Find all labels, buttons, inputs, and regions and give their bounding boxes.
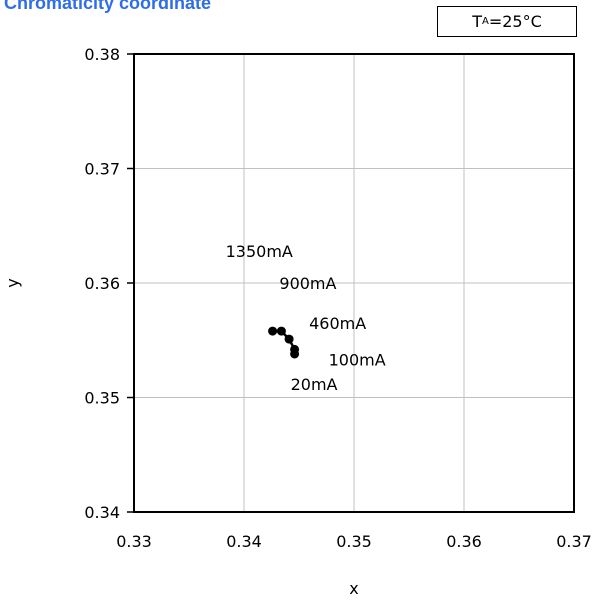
x-tick-label: 0.34 [226,532,262,551]
x-tick-label: 0.33 [116,532,152,551]
chart-title: Chromaticity coordinate [4,0,212,13]
point-label: 900mA [279,274,336,293]
x-tick-label: 0.36 [446,532,482,551]
data-point [290,344,300,354]
axis-ticks: 0.33 0.34 0.35 0.36 0.37 0.34 0.35 0.36 0.37 0.38 [84,45,591,551]
y-tick-label: 0.37 [84,160,120,179]
temperature-condition-box: T A =25°C [437,6,577,37]
point-label: 100mA [329,350,386,369]
x-tick-label: 0.35 [336,532,372,551]
condition-value: =25°C [488,12,542,31]
y-tick-label: 0.34 [84,503,120,522]
y-tick-label: 0.35 [84,389,120,408]
data-point [276,326,286,336]
data-points [268,326,300,359]
point-labels: 20mA 100mA 460mA 900mA 1350mA [226,242,386,394]
data-point [268,326,278,336]
condition-symbol: T [472,12,482,31]
condition-subscript: A [482,16,489,27]
point-label: 20mA [291,375,338,394]
data-point [284,334,294,344]
point-label: 1350mA [226,242,293,261]
y-tick-label: 0.36 [84,274,120,293]
y-tick-label: 0.38 [84,45,120,64]
point-label: 460mA [309,314,366,333]
y-axis-label: y [3,278,22,287]
grid-lines [134,54,574,512]
x-tick-label: 0.37 [556,532,592,551]
x-axis-label: x [349,579,358,598]
